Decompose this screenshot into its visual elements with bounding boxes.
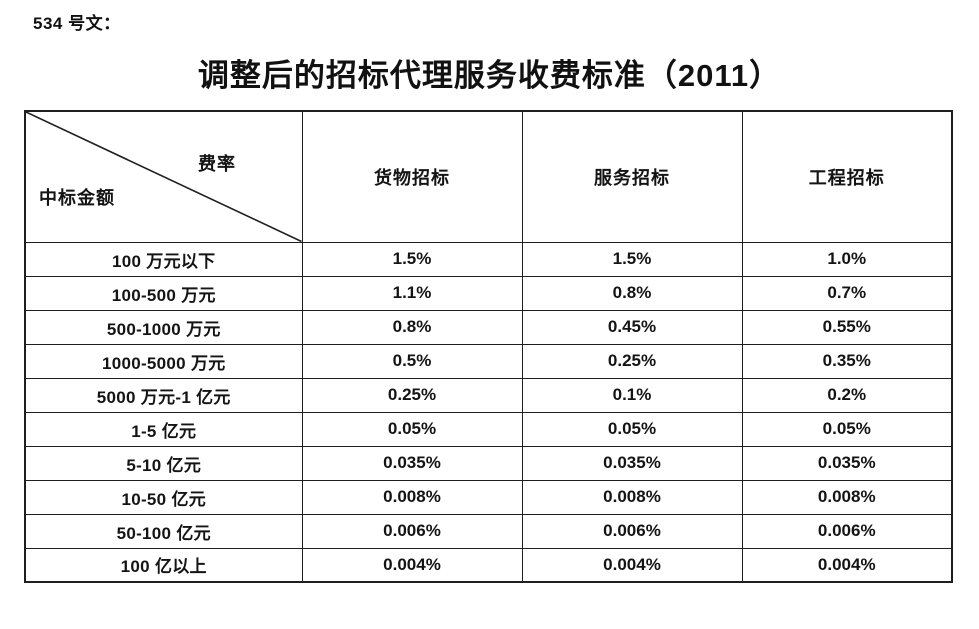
- amount-cell: 1000-5000 万元: [24, 343, 303, 379]
- rate-cell: 0.006%: [521, 513, 743, 549]
- amount-cell: 10-50 亿元: [24, 479, 303, 515]
- amount-cell: 50-100 亿元: [24, 513, 303, 549]
- table-row: 500-1000 万元 0.8% 0.45% 0.55%: [24, 309, 953, 345]
- rate-cell: 0.55%: [741, 309, 953, 345]
- rate-cell: 0.25%: [301, 377, 523, 413]
- header-row: 费率 中标金额 货物招标 服务招标 工程招标: [24, 110, 953, 243]
- table-row: 1000-5000 万元 0.5% 0.25% 0.35%: [24, 343, 953, 379]
- table-row: 50-100 亿元 0.006% 0.006% 0.006%: [24, 513, 953, 549]
- rate-cell: 0.004%: [301, 547, 523, 583]
- table-row: 100-500 万元 1.1% 0.8% 0.7%: [24, 275, 953, 311]
- rate-cell: 0.7%: [741, 275, 953, 311]
- amount-cell: 500-1000 万元: [24, 309, 303, 345]
- table-row: 1-5 亿元 0.05% 0.05% 0.05%: [24, 411, 953, 447]
- diagonal-divider-line: [26, 112, 302, 242]
- fee-table-body: 100 万元以下 1.5% 1.5% 1.0% 100-500 万元 1.1% 0.8% 0.…: [24, 241, 953, 583]
- amount-cell: 5000 万元-1 亿元: [24, 377, 303, 413]
- rate-cell: 0.004%: [521, 547, 743, 583]
- rate-cell: 0.008%: [741, 479, 953, 515]
- rate-cell: 1.5%: [521, 241, 743, 277]
- rate-cell: 1.5%: [301, 241, 523, 277]
- rate-cell: 0.35%: [741, 343, 953, 379]
- table-row: 5000 万元-1 亿元 0.25% 0.1% 0.2%: [24, 377, 953, 413]
- rate-cell: 0.006%: [741, 513, 953, 549]
- amount-cell: 100 亿以上: [24, 547, 303, 583]
- amount-cell: 100 万元以下: [24, 241, 303, 277]
- corner-label-rate: 费率: [198, 154, 236, 174]
- rate-cell: 0.45%: [521, 309, 743, 345]
- rate-cell: 1.0%: [741, 241, 953, 277]
- rate-cell: 0.05%: [741, 411, 953, 447]
- column-header: 工程招标: [741, 110, 953, 243]
- amount-cell: 1-5 亿元: [24, 411, 303, 447]
- rate-cell: 0.8%: [521, 275, 743, 311]
- column-header: 货物招标: [301, 110, 523, 243]
- diagonal-corner-cell: 费率 中标金额: [24, 110, 303, 243]
- fee-table-head: 费率 中标金额 货物招标 服务招标 工程招标: [24, 110, 953, 243]
- rate-cell: 0.2%: [741, 377, 953, 413]
- rate-cell: 0.035%: [521, 445, 743, 481]
- rate-cell: 0.006%: [301, 513, 523, 549]
- rate-cell: 0.8%: [301, 309, 523, 345]
- rate-cell: 0.05%: [301, 411, 523, 447]
- amount-cell: 5-10 亿元: [24, 445, 303, 481]
- fee-rate-table: 费率 中标金额 货物招标 服务招标 工程招标 100 万元以下 1.5% 1.5% 1.0…: [24, 110, 953, 583]
- document-number-label: 534 号文：: [33, 14, 121, 33]
- rate-cell: 0.05%: [521, 411, 743, 447]
- page-title: 调整后的招标代理服务收费标准（2011）: [197, 58, 782, 93]
- column-header: 服务招标: [521, 110, 743, 243]
- rate-cell: 0.25%: [521, 343, 743, 379]
- rate-cell: 0.1%: [521, 377, 743, 413]
- table-row: 100 亿以上 0.004% 0.004% 0.004%: [24, 547, 953, 583]
- rate-cell: 0.004%: [741, 547, 953, 583]
- corner-label-amount: 中标金额: [39, 188, 115, 208]
- rate-cell: 0.008%: [301, 479, 523, 515]
- rate-cell: 0.035%: [741, 445, 953, 481]
- rate-cell: 0.5%: [301, 343, 523, 379]
- amount-cell: 100-500 万元: [24, 275, 303, 311]
- rate-cell: 1.1%: [301, 275, 523, 311]
- table-row: 10-50 亿元 0.008% 0.008% 0.008%: [24, 479, 953, 515]
- rate-cell: 0.035%: [301, 445, 523, 481]
- table-row: 5-10 亿元 0.035% 0.035% 0.035%: [24, 445, 953, 481]
- rate-cell: 0.008%: [521, 479, 743, 515]
- table-row: 100 万元以下 1.5% 1.5% 1.0%: [24, 241, 953, 277]
